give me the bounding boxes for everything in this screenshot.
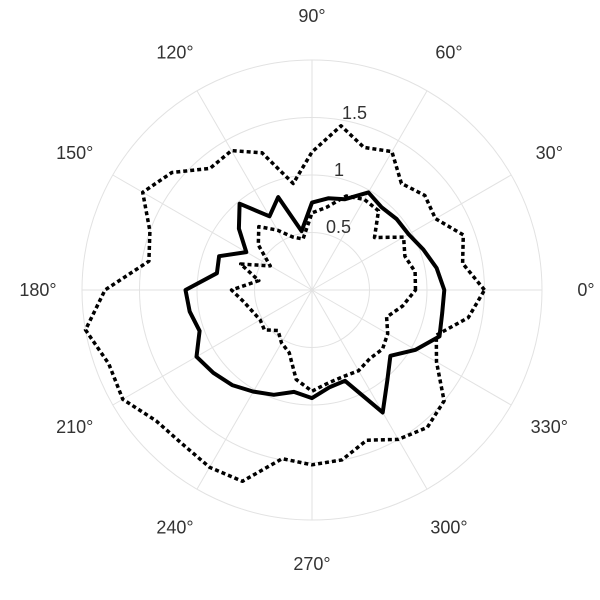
angle-tick-label-4: 120° xyxy=(156,43,193,63)
angle-tick-label-11: 330° xyxy=(531,417,568,437)
series-line-0 xyxy=(183,190,447,415)
angle-tick-label-5: 150° xyxy=(56,143,93,163)
angle-tick-label-6: 180° xyxy=(19,280,56,300)
angle-tick-label-0: 0° xyxy=(577,280,594,300)
grid-spoke-8 xyxy=(196,289,313,490)
angle-tick-label-1: 30° xyxy=(536,143,563,163)
series-line-1 xyxy=(83,124,487,484)
grid-spoke-1 xyxy=(311,174,512,291)
series-line-2 xyxy=(229,194,418,393)
angle-tick-label-10: 300° xyxy=(430,517,467,537)
axis-labels: 0° 30° 60° 90° 120° 150° 180° 210° 240° 270° 300° 3… xyxy=(19,6,594,574)
angle-tick-label-3: 90° xyxy=(298,6,325,26)
angle-tick-label-2: 60° xyxy=(435,43,462,63)
radial-tick-label-1: 1 xyxy=(334,160,344,180)
grid-spoke-5 xyxy=(112,174,313,291)
angle-tick-label-8: 240° xyxy=(156,517,193,537)
angle-tick-label-9: 270° xyxy=(293,554,330,574)
angle-tick-label-7: 210° xyxy=(56,417,93,437)
grid-spoke-4 xyxy=(196,90,313,291)
series-group xyxy=(83,124,487,484)
radial-tick-label-2: 1.5 xyxy=(342,103,367,123)
grid-spoke-10 xyxy=(311,289,428,490)
grid-spoke-2 xyxy=(311,90,428,291)
grid-spoke-7 xyxy=(112,289,313,406)
polar-grid xyxy=(81,59,543,521)
radial-tick-label-0: 0.5 xyxy=(326,217,351,237)
grid-spoke-11 xyxy=(311,289,512,406)
